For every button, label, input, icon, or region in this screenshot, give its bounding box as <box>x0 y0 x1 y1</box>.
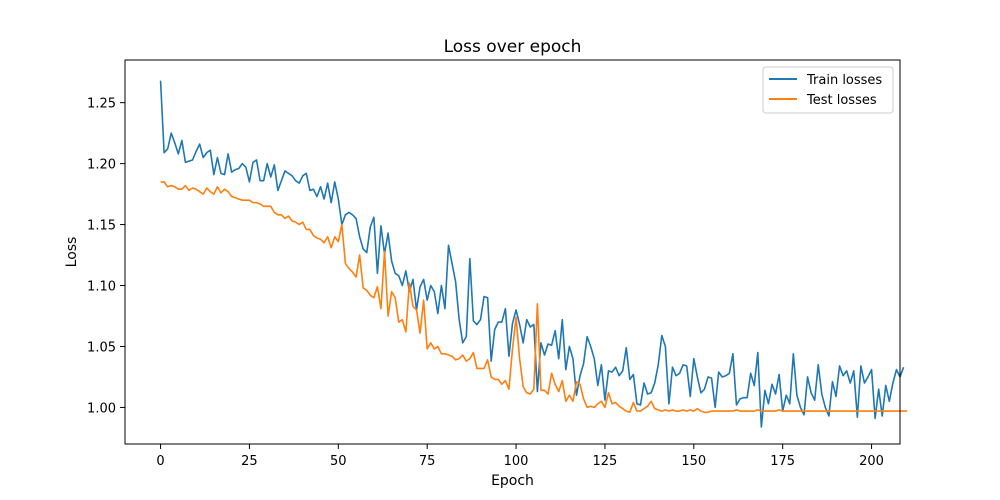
x-tick-label: 100 <box>504 454 529 469</box>
x-tick-label: 75 <box>419 454 436 469</box>
y-tick-label: 1.05 <box>87 340 116 355</box>
y-tick-label: 1.00 <box>87 401 116 416</box>
x-axis-title: Epoch <box>491 473 534 489</box>
legend: Train losses Test losses <box>762 66 894 114</box>
x-tick-label: 125 <box>593 454 618 469</box>
y-tick-label: 1.10 <box>87 280 116 295</box>
y-axis-title: Loss <box>64 237 80 268</box>
x-tick-label: 150 <box>681 454 706 469</box>
x-tick-label: 25 <box>241 454 258 469</box>
chart-title: Loss over epoch <box>444 37 582 57</box>
x-tick-label: 200 <box>859 454 884 469</box>
plot-area <box>159 80 908 428</box>
legend-label: Test losses <box>806 93 877 108</box>
axes-frame <box>124 59 901 445</box>
x-tick-label: 50 <box>330 454 347 469</box>
series-line-test-losses <box>160 181 908 414</box>
y-tick-label: 1.20 <box>87 158 116 173</box>
y-axis: 1.00 1.05 1.10 1.15 1.20 1.25 <box>87 97 125 416</box>
x-tick-label: 175 <box>770 454 795 469</box>
y-tick-label: 1.15 <box>87 219 116 234</box>
x-tick-label: 0 <box>156 454 164 469</box>
x-axis: 0 25 50 75 100 125 150 175 200 <box>156 444 884 469</box>
series-line-train-losses <box>159 80 905 428</box>
legend-label: Train losses <box>806 73 882 88</box>
y-tick-label: 1.25 <box>87 97 116 112</box>
